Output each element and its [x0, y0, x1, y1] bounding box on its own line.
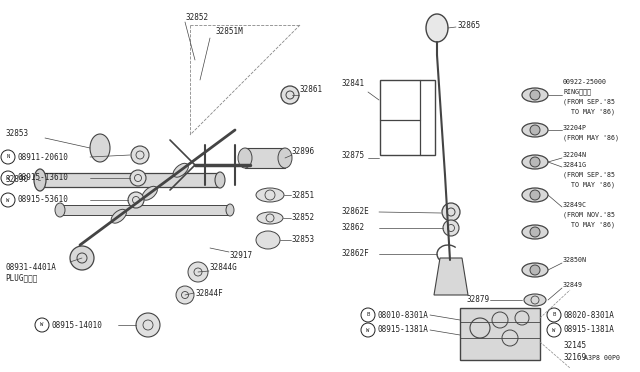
- Ellipse shape: [524, 294, 546, 306]
- Circle shape: [188, 262, 208, 282]
- Ellipse shape: [278, 148, 292, 168]
- Bar: [40, 173, 220, 187]
- Text: TO MAY '86): TO MAY '86): [563, 222, 615, 228]
- Text: PLUGプラグ: PLUGプラグ: [5, 273, 37, 282]
- Circle shape: [530, 265, 540, 275]
- Text: 08915-14010: 08915-14010: [52, 321, 103, 330]
- Circle shape: [530, 157, 540, 167]
- Text: 08915-53610: 08915-53610: [18, 196, 69, 205]
- Text: B: B: [552, 312, 556, 317]
- Text: 32204N: 32204N: [563, 152, 587, 158]
- Text: N: N: [6, 154, 10, 160]
- Text: 00922-25000: 00922-25000: [563, 79, 607, 85]
- Text: W: W: [40, 323, 44, 327]
- Ellipse shape: [522, 225, 548, 239]
- Text: 32875: 32875: [342, 151, 365, 160]
- Circle shape: [442, 203, 460, 221]
- Ellipse shape: [173, 163, 188, 177]
- Text: 32865: 32865: [458, 20, 481, 29]
- Bar: [60, 205, 230, 215]
- Text: 32862: 32862: [342, 224, 365, 232]
- Text: 32204P: 32204P: [563, 125, 587, 131]
- Text: W: W: [552, 327, 556, 333]
- Text: 32852: 32852: [185, 13, 208, 22]
- Text: (FROM MAY '86): (FROM MAY '86): [563, 135, 619, 141]
- Text: 32890: 32890: [5, 176, 28, 185]
- Ellipse shape: [238, 148, 252, 168]
- Ellipse shape: [522, 123, 548, 137]
- Text: 32896: 32896: [292, 148, 315, 157]
- Circle shape: [128, 192, 144, 208]
- Ellipse shape: [111, 209, 126, 223]
- Text: A3P8 00P0: A3P8 00P0: [584, 355, 620, 361]
- Text: 32851: 32851: [292, 190, 315, 199]
- Text: 32879: 32879: [467, 295, 490, 305]
- Text: TO MAY '86): TO MAY '86): [563, 182, 615, 188]
- Text: 32169: 32169: [564, 353, 587, 362]
- Circle shape: [530, 90, 540, 100]
- Ellipse shape: [522, 188, 548, 202]
- Text: B: B: [366, 312, 370, 317]
- Text: (FROM NOV.'85: (FROM NOV.'85: [563, 212, 615, 218]
- Text: W: W: [366, 327, 370, 333]
- Circle shape: [70, 246, 94, 270]
- Ellipse shape: [55, 203, 65, 217]
- Text: 32852: 32852: [292, 214, 315, 222]
- Text: (FROM SEP.'85: (FROM SEP.'85: [563, 172, 615, 178]
- Text: 32145: 32145: [564, 340, 587, 350]
- Text: 08915-1381A: 08915-1381A: [564, 326, 615, 334]
- Text: 08020-8301A: 08020-8301A: [564, 311, 615, 320]
- Bar: [460, 308, 540, 360]
- Circle shape: [131, 146, 149, 164]
- Ellipse shape: [256, 188, 284, 202]
- Ellipse shape: [426, 14, 448, 42]
- Text: 32862F: 32862F: [342, 250, 370, 259]
- Ellipse shape: [522, 263, 548, 277]
- Ellipse shape: [90, 134, 110, 162]
- Ellipse shape: [215, 172, 225, 188]
- Text: 08911-20610: 08911-20610: [18, 153, 69, 161]
- Circle shape: [443, 220, 459, 236]
- Ellipse shape: [522, 88, 548, 102]
- Text: (FROM SEP.'85: (FROM SEP.'85: [563, 99, 615, 105]
- Ellipse shape: [34, 169, 46, 191]
- Text: 08915-1381A: 08915-1381A: [378, 326, 429, 334]
- Polygon shape: [434, 258, 468, 295]
- Circle shape: [176, 286, 194, 304]
- Bar: [245, 148, 285, 168]
- Circle shape: [281, 86, 299, 104]
- Bar: [380, 80, 435, 155]
- Circle shape: [530, 125, 540, 135]
- Text: 32853: 32853: [5, 128, 28, 138]
- Text: 32853: 32853: [292, 235, 315, 244]
- Ellipse shape: [226, 204, 234, 216]
- Ellipse shape: [256, 231, 280, 249]
- Text: 32841: 32841: [342, 78, 365, 87]
- Text: 32861: 32861: [300, 86, 323, 94]
- Text: TO MAY '86): TO MAY '86): [563, 109, 615, 115]
- Text: 32844G: 32844G: [210, 263, 237, 273]
- Text: 32851M: 32851M: [215, 28, 243, 36]
- Circle shape: [530, 227, 540, 237]
- Text: 08931-4401A: 08931-4401A: [5, 263, 56, 273]
- Text: 32862E: 32862E: [342, 208, 370, 217]
- Circle shape: [130, 170, 146, 186]
- Text: 32844F: 32844F: [195, 289, 223, 298]
- Text: 32850N: 32850N: [563, 257, 587, 263]
- Text: RINGリング: RINGリング: [563, 89, 591, 95]
- Text: 08915-13610: 08915-13610: [18, 173, 69, 183]
- Circle shape: [530, 190, 540, 200]
- Ellipse shape: [522, 155, 548, 169]
- Text: 32849: 32849: [563, 282, 583, 288]
- Ellipse shape: [142, 186, 157, 200]
- Text: 08010-8301A: 08010-8301A: [378, 311, 429, 320]
- Text: 32849C: 32849C: [563, 202, 587, 208]
- Text: 32917: 32917: [230, 250, 253, 260]
- Text: W: W: [6, 198, 10, 202]
- Text: W: W: [6, 176, 10, 180]
- Ellipse shape: [257, 212, 283, 224]
- Circle shape: [136, 313, 160, 337]
- Text: 32841G: 32841G: [563, 162, 587, 168]
